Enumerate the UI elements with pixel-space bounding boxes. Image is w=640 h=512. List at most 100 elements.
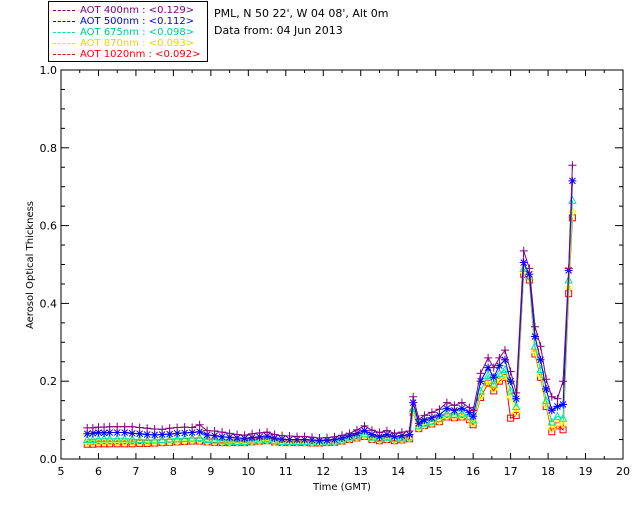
data-point [135,434,145,444]
data-point [232,436,242,445]
data-point [500,364,510,374]
data-point [113,428,122,437]
series-line [87,200,573,443]
data-point [315,438,324,448]
data-point [88,429,97,438]
y-tick-label: 0.4 [40,297,58,310]
data-point [113,422,122,431]
data-point [112,437,122,447]
data-point [420,416,429,425]
data-point [465,408,474,417]
data-point [128,440,136,448]
x-tick-label: 8 [170,465,177,478]
data-point [390,429,399,438]
data-point [409,392,418,401]
data-point [285,432,294,441]
data-point [158,425,167,434]
legend-label-675nm: AOT 675nm : <0.098> [80,27,195,38]
data-point [457,408,467,417]
data-point [278,431,287,440]
legend-item-400nm: AOT 400nm : <0.129> [53,5,194,17]
x-tick-label: 10 [241,465,255,478]
data-point [210,435,219,444]
data-point [519,246,528,255]
data-point [512,388,521,397]
y-tick-label: 0.0 [40,453,58,466]
data-point [468,418,478,428]
x-tick-label: 18 [541,465,555,478]
data-point [564,275,574,284]
data-point [553,418,562,428]
plot-frame [60,69,624,460]
data-point [367,432,377,441]
data-point [150,425,159,434]
legend: AOT 400nm : <0.129> AOT 500nm : <0.112> … [48,1,208,62]
data-point [127,437,137,447]
data-point [382,432,392,441]
data-point [489,384,499,394]
data-point [435,411,444,420]
data-point [150,430,159,439]
y-axis-label: Aerosol Optical Thickness [25,201,36,329]
series-plus [83,161,577,442]
data-point [435,405,444,414]
data-point [112,434,122,443]
legend-swatch-870nm [53,42,75,44]
data-point [525,270,534,279]
data-point [180,433,189,442]
data-point [468,415,478,424]
data-point [469,406,478,415]
data-point [360,426,369,435]
data-point [173,429,182,438]
data-point [120,422,129,431]
data-point [457,398,466,407]
data-point [541,396,551,405]
data-point [240,431,249,440]
data-point [135,429,144,438]
data-point [506,392,515,402]
y-tick-label: 0.6 [40,220,58,233]
legend-label-1020nm: AOT 1020nm : <0.092> [80,49,201,60]
legend-swatch-500nm [53,20,75,22]
data-point [82,434,92,444]
data-point [457,404,466,413]
data-point [420,411,429,420]
data-point [248,429,257,438]
series-star [83,176,577,445]
x-tick-label: 17 [504,465,518,478]
data-point [255,428,264,437]
data-point [519,258,528,267]
data-point [495,361,504,370]
data-point [323,433,332,442]
series-line [87,217,573,445]
data-point [128,422,137,431]
data-point [127,434,137,443]
y-tick-label: 0.2 [40,375,58,388]
data-point [120,437,130,447]
data-point [427,416,437,425]
station-info: PML, N 50 22', W 04 08', Alt 0m [214,7,389,20]
x-tick-label: 14 [391,465,405,478]
data-point [450,406,459,415]
series-line [87,211,573,444]
x-tick-label: 9 [207,465,214,478]
data-point [484,379,492,387]
legend-swatch-400nm [53,9,75,11]
series-square [83,214,576,448]
y-tick-label: 1.0 [40,64,58,77]
data-point [559,377,568,386]
data-point [490,387,498,395]
data-point [263,428,272,437]
legend-label-870nm: AOT 870nm : <0.093> [80,38,195,49]
data-point [150,435,160,444]
data-point [553,402,562,411]
data-point [367,426,376,435]
data-point [240,436,249,445]
data-point [435,413,444,423]
data-point [397,428,406,437]
x-tick-label: 7 [132,465,139,478]
data-point [113,440,121,448]
data-point [105,422,114,431]
data-point [511,401,521,410]
